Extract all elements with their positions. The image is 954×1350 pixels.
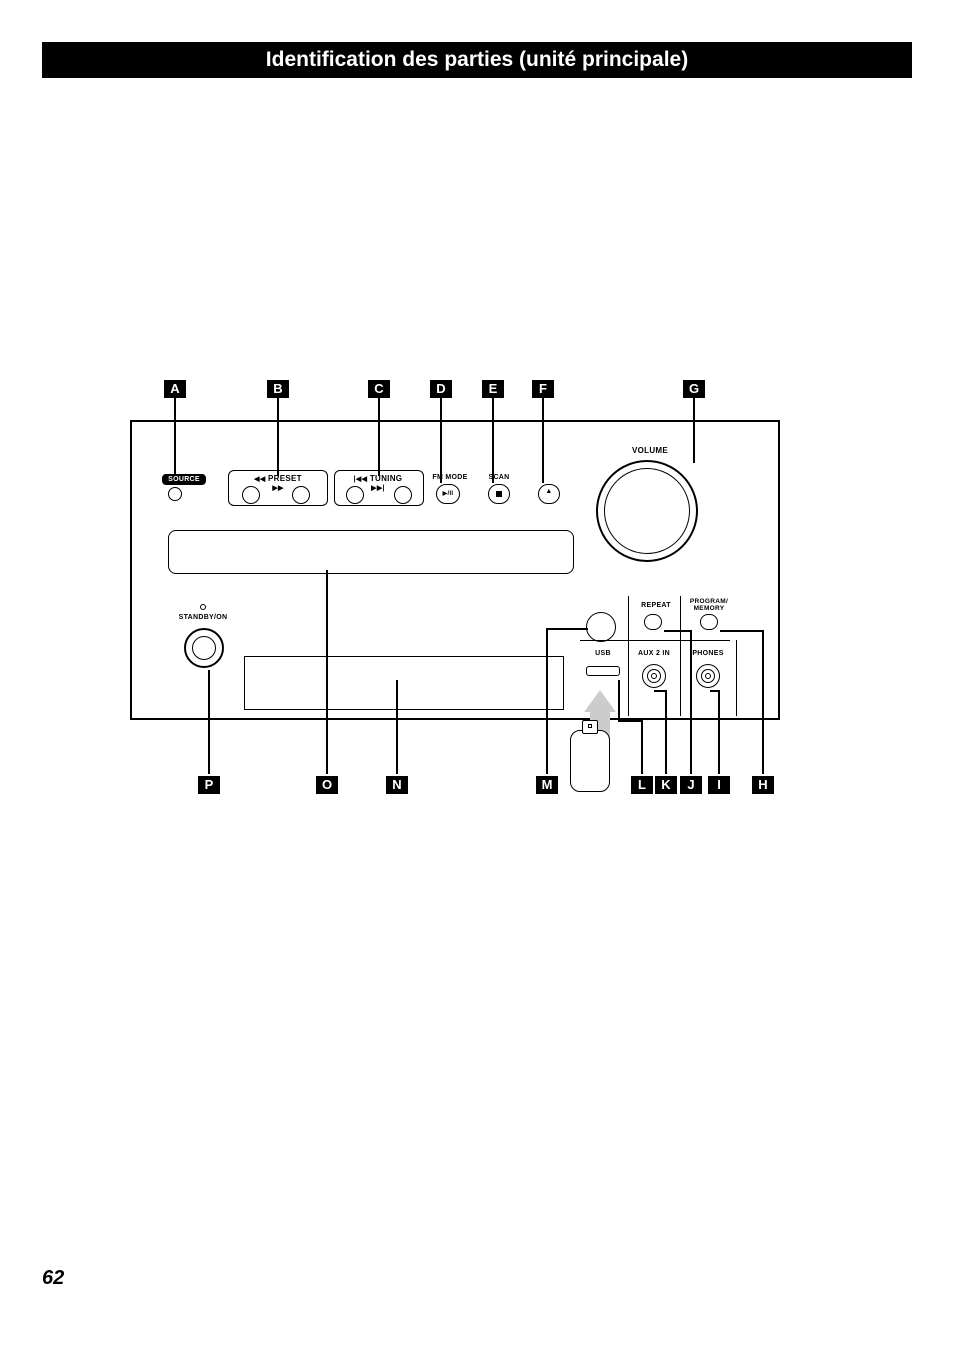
volume-label: VOLUME [620,446,680,455]
callout-M: M [536,776,558,794]
callout-L: L [631,776,653,794]
callout-O: O [316,776,338,794]
aux2-jack-inner [651,673,657,679]
callout-line-M [546,628,548,774]
repeat-button [644,614,662,630]
preset-next-icon: ▶▶ [272,485,283,492]
callout-K: K [655,776,677,794]
callout-line-M-h [546,628,588,630]
callout-E: E [482,380,504,398]
page-number: 62 [42,1267,64,1290]
standby-led [200,604,206,610]
callout-N: N [386,776,408,794]
tuning-prev-icon: |◀◀ [354,476,368,483]
drawer-front [244,656,564,710]
callout-line-N [396,680,398,774]
standby-label: STANDBY/ON [170,614,236,621]
program-label: PROGRAM/ MEMORY [682,598,736,612]
callout-line-O [326,570,328,774]
tuning-next-icon: ▶▶| [371,485,385,492]
callout-line-P [208,670,210,774]
callout-line-I [718,690,720,774]
standby-button-inner [192,636,216,660]
usb-label: USB [588,650,618,657]
preset-prev-icon: ◀◀ [254,476,265,483]
aux2-label: AUX 2 IN [634,650,674,657]
repeat-label: REPEAT [636,602,676,609]
callout-F: F [532,380,554,398]
program-button [700,614,718,630]
display-window [168,530,574,574]
callout-P: P [198,776,220,794]
callout-line-L-h1 [618,680,620,720]
volume-knob-inner [604,468,690,554]
callout-line-L [641,720,643,774]
eject-icon: ▲ [544,488,554,495]
divider-2 [680,596,681,716]
callout-D: D [430,380,452,398]
usb-plug-hole [588,724,592,728]
scan-label: SCAN [484,474,514,481]
page-title: Identification des parties (unité princi… [266,48,688,71]
preset-next-button [292,486,310,504]
callout-B: B [267,380,289,398]
callout-line-H-h [720,630,764,632]
callout-line-I-h [710,690,720,692]
play-pause-icon: ▶/II [442,490,454,497]
divider-1 [628,596,629,716]
stop-icon [496,491,502,497]
divider-3 [736,640,737,716]
callout-line-J [690,630,692,774]
callout-J: J [680,776,702,794]
source-label: SOURCE [162,474,206,485]
preset-prev-button [242,486,260,504]
callout-line-L-h2 [618,720,643,722]
usb-arrow [584,690,616,712]
fm-mode-label: FM MODE [430,474,470,481]
usb-port [586,666,620,676]
callout-line-K [665,690,667,774]
remote-sensor [586,612,616,642]
phones-jack-inner [705,673,711,679]
callout-line-H [762,630,764,774]
callout-G: G [683,380,705,398]
callout-A: A [164,380,186,398]
source-led [168,487,182,501]
callout-H: H [752,776,774,794]
callout-I: I [708,776,730,794]
callout-line-K-h [654,690,666,692]
unit-diagram: A B C D E F G SOURCE ◀◀ PRESET ▶▶ [120,380,790,820]
tuning-next-button [394,486,412,504]
page-title-bar: Identification des parties (unité princi… [42,42,912,78]
callout-C: C [368,380,390,398]
divider-h [580,640,730,641]
usb-device [570,730,610,792]
phones-label: PHONES [688,650,728,657]
callout-line-J-h [664,630,692,632]
tuning-prev-button [346,486,364,504]
